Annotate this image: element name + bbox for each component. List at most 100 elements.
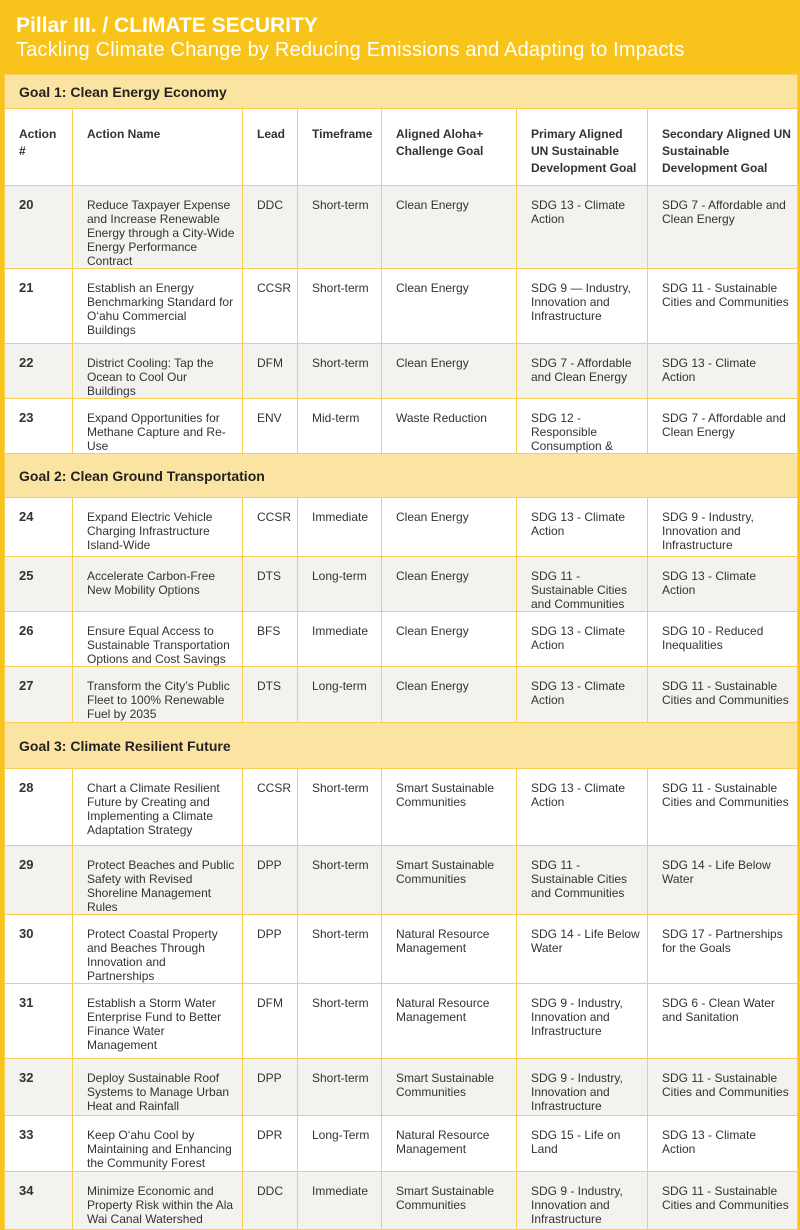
cell-timeframe: Short-term xyxy=(297,983,382,1059)
cell-aloha-goal: Clean Energy xyxy=(381,556,517,612)
cell-action-name: Chart a Climate Resilient Future by Crea… xyxy=(72,768,243,846)
cell-timeframe: Long-Term xyxy=(297,1115,382,1172)
column-header-secondary-sdg: Secondary Aligned UN Sustainable Develop… xyxy=(646,108,799,186)
cell-aloha-goal: Clean Energy xyxy=(381,666,517,723)
cell-action-number: 25 xyxy=(4,556,73,612)
table-row: 33 Keep O‘ahu Cool by Maintaining and Enh… xyxy=(4,1115,799,1172)
actions-table: Goal 1: Clean Energy Economy Action # Acti… xyxy=(3,74,799,1230)
cell-lead: ENV xyxy=(242,398,298,454)
cell-secondary-sdg: SDG 11 - Sustainable Cities and Communit… xyxy=(646,768,799,846)
cell-lead: CCSR xyxy=(242,768,298,846)
cell-lead: DPP xyxy=(242,845,298,915)
table-row: 34 Minimize Economic and Property Risk wi… xyxy=(4,1171,799,1230)
cell-timeframe: Long-term xyxy=(297,666,382,723)
column-header-timeframe: Timeframe xyxy=(297,108,382,186)
cell-lead: DTS xyxy=(242,666,298,723)
cell-timeframe: Short-term xyxy=(297,768,382,846)
cell-aloha-goal: Smart Sustainable Communities xyxy=(381,1171,517,1230)
cell-lead: DPR xyxy=(242,1115,298,1172)
cell-primary-sdg: SDG 9 — Industry, Innovation and Infrast… xyxy=(516,268,648,344)
goal-row: Goal 1: Clean Energy Economy xyxy=(3,74,799,109)
table-row: 26 Ensure Equal Access to Sustainable Tra… xyxy=(4,611,799,667)
cell-lead: DDC xyxy=(242,1171,298,1230)
page-header: Pillar III. / CLIMATE SECURITY Tackling … xyxy=(0,0,800,74)
cell-action-name: District Cooling: Tap the Ocean to Cool … xyxy=(72,343,243,399)
cell-action-number: 22 xyxy=(4,343,73,399)
cell-action-number: 32 xyxy=(4,1058,73,1116)
cell-primary-sdg: SDG 11 - Sustainable Cities and Communit… xyxy=(516,556,648,612)
table-row: 22 District Cooling: Tap the Ocean to Coo… xyxy=(4,343,799,399)
cell-action-number: 34 xyxy=(4,1171,73,1230)
cell-secondary-sdg: SDG 9 - Industry, Innovation and Infrast… xyxy=(646,497,799,557)
page-title: Pillar III. / CLIMATE SECURITY xyxy=(16,14,318,37)
cell-action-name: Keep O‘ahu Cool by Maintaining and Enhan… xyxy=(72,1115,243,1172)
cell-primary-sdg: SDG 11 - Sustainable Cities and Communit… xyxy=(516,845,648,915)
cell-timeframe: Immediate xyxy=(297,611,382,667)
table-row: 28 Chart a Climate Resilient Future by Cr… xyxy=(4,768,799,846)
cell-lead: DDC xyxy=(242,185,298,269)
cell-primary-sdg: SDG 13 - Climate Action xyxy=(516,768,648,846)
cell-secondary-sdg: SDG 14 - Life Below Water xyxy=(646,845,799,915)
cell-action-number: 30 xyxy=(4,914,73,984)
cell-secondary-sdg: SDG 11 - Sustainable Cities and Communit… xyxy=(646,1171,799,1230)
cell-secondary-sdg: SDG 13 - Climate Action xyxy=(646,556,799,612)
cell-timeframe: Short-term xyxy=(297,845,382,915)
goal-title: Goal 1: Clean Energy Economy xyxy=(3,74,799,109)
cell-aloha-goal: Smart Sustainable Communities xyxy=(381,1058,517,1116)
page-subtitle: Tackling Climate Change by Reducing Emis… xyxy=(16,39,685,61)
cell-action-name: Reduce Taxpayer Expense and Increase Ren… xyxy=(72,185,243,269)
cell-action-name: Expand Electric Vehicle Charging Infrast… xyxy=(72,497,243,557)
cell-timeframe: Short-term xyxy=(297,343,382,399)
cell-aloha-goal: Clean Energy xyxy=(381,185,517,269)
cell-secondary-sdg: SDG 7 - Affordable and Clean Energy xyxy=(646,398,799,454)
table-row: 30 Protect Coastal Property and Beaches T… xyxy=(4,914,799,984)
cell-action-name: Minimize Economic and Property Risk with… xyxy=(72,1171,243,1230)
cell-secondary-sdg: SDG 7 - Affordable and Clean Energy xyxy=(646,185,799,269)
cell-lead: DFM xyxy=(242,343,298,399)
cell-action-name: Accelerate Carbon-Free New Mobility Opti… xyxy=(72,556,243,612)
cell-primary-sdg: SDG 15 - Life on Land xyxy=(516,1115,648,1172)
cell-action-number: 27 xyxy=(4,666,73,723)
cell-action-name: Deploy Sustainable Roof Systems to Manag… xyxy=(72,1058,243,1116)
cell-lead: CCSR xyxy=(242,268,298,344)
cell-primary-sdg: SDG 9 - Industry, Innovation and Infrast… xyxy=(516,1058,648,1116)
column-header-lead: Lead xyxy=(242,108,298,186)
cell-secondary-sdg: SDG 11 - Sustainable Cities and Communit… xyxy=(646,268,799,344)
cell-timeframe: Short-term xyxy=(297,268,382,344)
cell-aloha-goal: Clean Energy xyxy=(381,268,517,344)
cell-primary-sdg: SDG 13 - Climate Action xyxy=(516,666,648,723)
table-row: 32 Deploy Sustainable Roof Systems to Man… xyxy=(4,1058,799,1116)
column-header-row: Action # Action Name Lead Timeframe Aligned … xyxy=(4,108,799,186)
table-row: 23 Expand Opportunities for Methane Captu… xyxy=(4,398,799,454)
table-row: 21 Establish an Energy Benchmarking Stand… xyxy=(4,268,799,344)
cell-primary-sdg: SDG 13 - Climate Action xyxy=(516,611,648,667)
cell-timeframe: Immediate xyxy=(297,497,382,557)
cell-aloha-goal: Natural Resource Management xyxy=(381,914,517,984)
cell-primary-sdg: SDG 7 - Affordable and Clean Energy xyxy=(516,343,648,399)
cell-primary-sdg: SDG 9 - Industry, Innovation and Infrast… xyxy=(516,983,648,1059)
cell-action-name: Protect Beaches and Public Safety with R… xyxy=(72,845,243,915)
cell-primary-sdg: SDG 13 - Climate Action xyxy=(516,497,648,557)
cell-aloha-goal: Clean Energy xyxy=(381,497,517,557)
cell-action-name: Establish a Storm Water Enterprise Fund … xyxy=(72,983,243,1059)
cell-timeframe: Short-term xyxy=(297,914,382,984)
cell-secondary-sdg: SDG 6 - Clean Water and Sanitation xyxy=(646,983,799,1059)
goal-title: Goal 2: Clean Ground Transportation xyxy=(3,453,799,498)
cell-lead: DPP xyxy=(242,914,298,984)
cell-timeframe: Short-term xyxy=(297,185,382,269)
cell-lead: BFS xyxy=(242,611,298,667)
cell-action-number: 21 xyxy=(4,268,73,344)
cell-aloha-goal: Waste Reduction xyxy=(381,398,517,454)
table-row: 25 Accelerate Carbon-Free New Mobility Op… xyxy=(4,556,799,612)
cell-lead: DTS xyxy=(242,556,298,612)
column-header-action-name: Action Name xyxy=(72,108,243,186)
cell-action-number: 28 xyxy=(4,768,73,846)
cell-timeframe: Mid-term xyxy=(297,398,382,454)
cell-action-number: 26 xyxy=(4,611,73,667)
cell-lead: DPP xyxy=(242,1058,298,1116)
table-row: 27 Transform the City’s Public Fleet to 1… xyxy=(4,666,799,723)
cell-timeframe: Long-term xyxy=(297,556,382,612)
table-row: 31 Establish a Storm Water Enterprise Fun… xyxy=(4,983,799,1059)
cell-aloha-goal: Clean Energy xyxy=(381,611,517,667)
cell-action-number: 23 xyxy=(4,398,73,454)
